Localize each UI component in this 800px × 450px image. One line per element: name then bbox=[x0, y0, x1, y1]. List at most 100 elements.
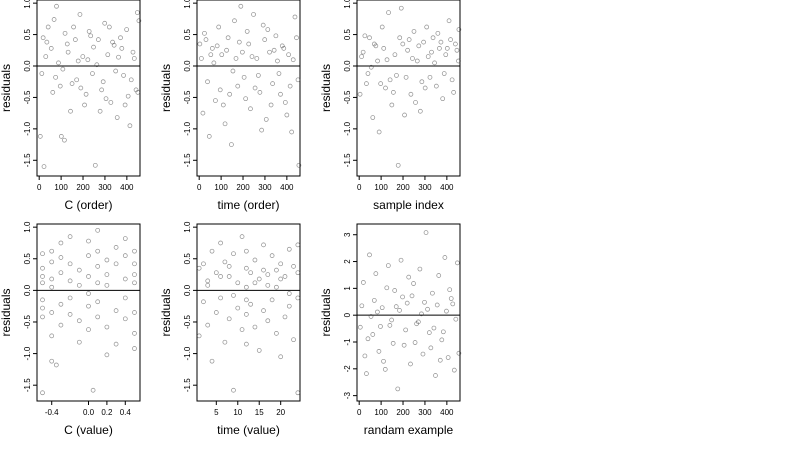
y-tick-label: -1.5 bbox=[183, 153, 192, 167]
scatter-point bbox=[122, 102, 128, 108]
scatter-point bbox=[95, 314, 101, 320]
scatter-point bbox=[393, 304, 399, 309]
scatter-point bbox=[211, 60, 217, 66]
scatter-point bbox=[122, 236, 128, 241]
scatter-point bbox=[404, 300, 410, 306]
scatter-point bbox=[110, 39, 115, 45]
scatter-point bbox=[82, 102, 87, 108]
scatter-point bbox=[282, 314, 288, 320]
scatter-point bbox=[119, 46, 125, 51]
scatter-point bbox=[379, 24, 385, 30]
scatter-point bbox=[295, 270, 301, 276]
scatter-point bbox=[440, 329, 446, 335]
scatter-point bbox=[213, 270, 219, 276]
scatter-point bbox=[40, 265, 45, 271]
scatter-point bbox=[281, 46, 287, 51]
scatter-point bbox=[76, 339, 82, 345]
scatter-point bbox=[244, 341, 249, 347]
y-tick-label: 0.5 bbox=[23, 28, 32, 40]
scatter-point bbox=[86, 253, 91, 258]
scatter-point bbox=[113, 341, 119, 347]
scatter-point bbox=[261, 242, 266, 248]
x-axis-title: C (value) bbox=[64, 423, 113, 437]
scatter-point bbox=[244, 297, 249, 303]
scatter-point bbox=[209, 358, 215, 364]
scatter-point bbox=[425, 306, 430, 312]
scatter-point bbox=[423, 230, 429, 235]
y-tick-label: 0.5 bbox=[183, 28, 192, 40]
x-axis-title: randam example bbox=[364, 423, 454, 437]
scatter-point bbox=[408, 91, 414, 97]
scatter-point bbox=[375, 58, 380, 64]
y-tick-label: 1.0 bbox=[23, 0, 32, 9]
scatter-point bbox=[49, 358, 55, 364]
scatter-point bbox=[417, 108, 423, 114]
scatter-point bbox=[444, 308, 449, 314]
scatter-point bbox=[295, 390, 301, 396]
scatter-point bbox=[100, 79, 106, 85]
scatter-point bbox=[254, 56, 260, 61]
scatter-point bbox=[197, 41, 203, 47]
scatter-point bbox=[209, 46, 215, 51]
scatter-point bbox=[378, 324, 383, 329]
scatter-point bbox=[391, 90, 396, 95]
scatter-point bbox=[45, 24, 51, 30]
scatter-point bbox=[439, 337, 445, 343]
y-tick-label: 1.0 bbox=[183, 221, 192, 233]
scatter-point bbox=[50, 90, 56, 95]
scatter-point bbox=[392, 52, 398, 58]
scatter-point bbox=[376, 349, 382, 354]
scatter-point bbox=[219, 52, 225, 58]
scatter-point bbox=[455, 260, 460, 266]
x-tick-label: 200 bbox=[396, 183, 410, 192]
x-tick-label: 5 bbox=[214, 408, 219, 417]
scatter-point bbox=[433, 83, 439, 89]
scatter-point bbox=[132, 331, 137, 336]
scatter-point bbox=[205, 282, 211, 288]
y-tick-label: 0.0 bbox=[23, 60, 32, 72]
scatter-point bbox=[132, 346, 137, 351]
x-tick-label: 0.0 bbox=[83, 408, 95, 417]
scatter-point bbox=[40, 314, 45, 320]
scatter-point bbox=[296, 162, 302, 168]
scatter-point bbox=[86, 238, 91, 244]
scatter-point bbox=[104, 272, 110, 277]
scatter-point bbox=[262, 37, 268, 42]
scatter-point bbox=[361, 280, 366, 285]
scatter-point bbox=[196, 265, 202, 271]
scatter-point bbox=[448, 296, 454, 301]
scatter-point bbox=[40, 297, 45, 303]
scatter-point bbox=[244, 312, 249, 317]
scatter-point bbox=[49, 248, 55, 254]
scatter-point bbox=[124, 27, 129, 32]
scatter-point bbox=[252, 85, 258, 91]
y-tick-label: 0.0 bbox=[23, 284, 32, 296]
scatter-point bbox=[62, 30, 68, 36]
scatter-point bbox=[387, 77, 393, 83]
scatter-point bbox=[132, 248, 137, 254]
x-tick-label: 0.2 bbox=[101, 408, 113, 417]
scatter-point bbox=[364, 81, 369, 86]
y-tick-label: -1.0 bbox=[183, 346, 192, 360]
scatter-point bbox=[240, 49, 245, 55]
scatter-point bbox=[128, 77, 134, 83]
x-tick-label: 20 bbox=[276, 408, 285, 417]
x-tick-label: 300 bbox=[98, 183, 112, 192]
scatter-point bbox=[370, 332, 376, 337]
scatter-point bbox=[239, 234, 245, 239]
scatter-point bbox=[74, 77, 80, 83]
scatter-point bbox=[406, 274, 412, 280]
scatter-point bbox=[384, 285, 390, 291]
scatter-point bbox=[286, 291, 292, 296]
scatter-point bbox=[400, 41, 406, 47]
scatter-point bbox=[44, 39, 50, 45]
scatter-point bbox=[40, 35, 46, 41]
scatter-point bbox=[426, 330, 432, 335]
scatter-point bbox=[244, 29, 250, 34]
scatter-point bbox=[359, 303, 365, 309]
panel-time-value: 5 10 15 20 1.0 0.5 0.0 -0.5 -1.0 -1.5 time (value)… bbox=[159, 221, 301, 437]
scatter-point bbox=[121, 73, 126, 78]
scatter-point bbox=[235, 305, 241, 311]
scatter-point bbox=[259, 127, 264, 133]
scatter-point bbox=[432, 60, 437, 66]
